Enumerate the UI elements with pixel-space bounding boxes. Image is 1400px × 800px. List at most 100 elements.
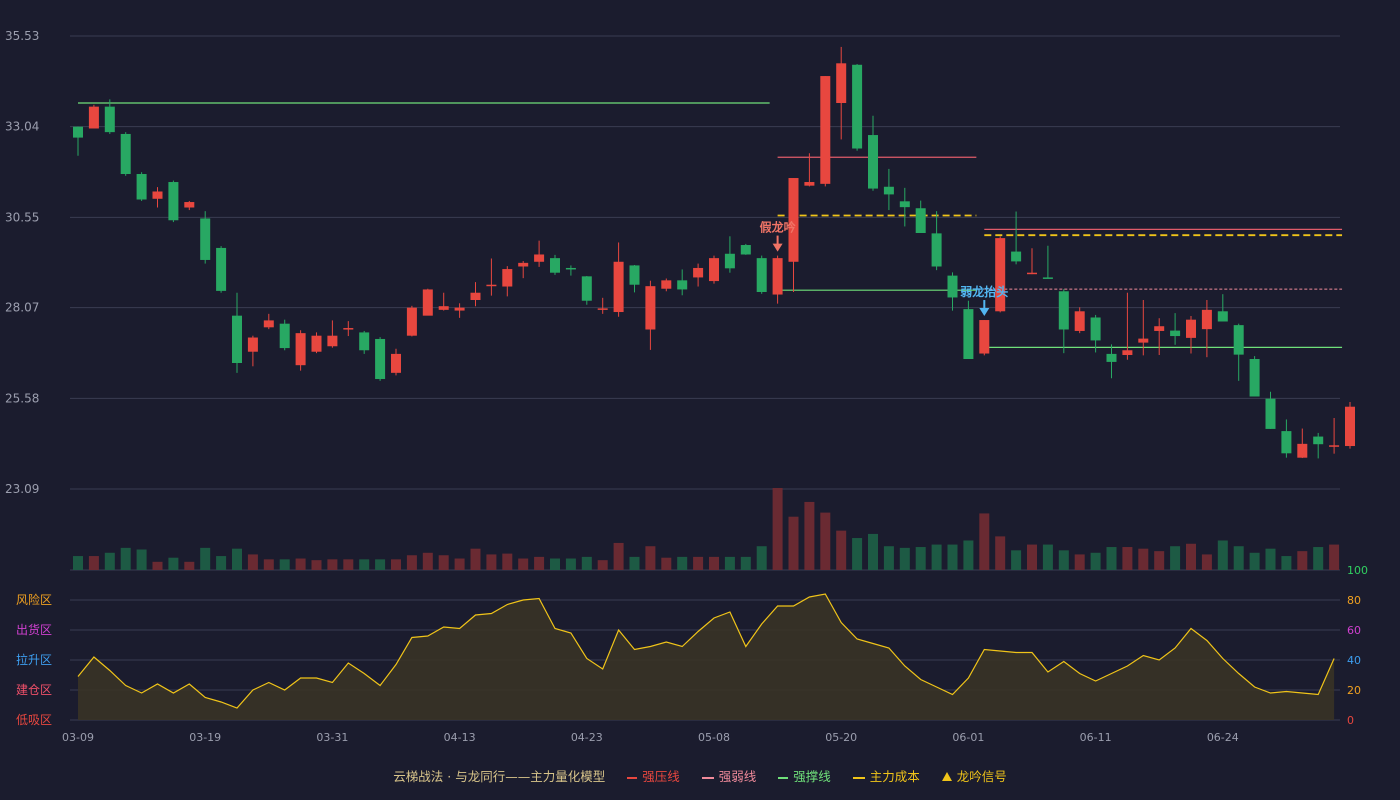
volume-bar [1281, 556, 1292, 570]
signal-label: 假龙吟 [760, 220, 796, 235]
volume-bar [1106, 547, 1117, 570]
candle-body [868, 135, 878, 189]
volume-bar [629, 556, 640, 570]
price-tick-label: 28.07 [5, 301, 39, 315]
price-tick-label: 25.58 [5, 391, 39, 405]
volume-bar [279, 559, 290, 570]
candle-body [724, 253, 735, 269]
legend-item-resist[interactable]: 强压线 [627, 766, 680, 785]
legend-swatch-signal [941, 772, 952, 781]
candle-body [1217, 311, 1228, 322]
candle-body [1249, 358, 1260, 397]
candle-body [1042, 277, 1053, 279]
x-tick-label: 06-24 [1207, 731, 1239, 744]
osc-tick-label: 0 [1347, 714, 1354, 727]
signal-arrow-head [979, 308, 990, 317]
volume-bar [1233, 546, 1244, 570]
x-tick-label: 05-08 [698, 731, 730, 744]
signal-arrow-head [772, 243, 783, 252]
legend-label-support: 强撑线 [793, 769, 831, 784]
candle-body [645, 286, 656, 330]
volume-bar [1011, 550, 1022, 570]
candle-body [1186, 319, 1196, 338]
volume-bar [343, 559, 354, 570]
candle-body [184, 202, 195, 208]
x-tick-label: 04-23 [571, 731, 603, 744]
candle-body [73, 126, 83, 138]
x-tick-label: 06-11 [1080, 731, 1112, 744]
volume-bar [788, 516, 799, 570]
volume-bar [1170, 546, 1181, 570]
candle-body [613, 261, 624, 313]
candle-body [979, 320, 990, 354]
legend-swatch-weak [701, 776, 714, 779]
volume-bar [1027, 544, 1037, 570]
osc-zone-label: 低吸区 [16, 713, 52, 727]
candle-body [820, 76, 831, 184]
volume-bar [1249, 552, 1260, 570]
volume-bar [391, 559, 401, 570]
candle-body [343, 328, 354, 330]
osc-tick-label: 80 [1347, 594, 1361, 607]
candle-body [200, 218, 211, 260]
candle-body [915, 208, 926, 234]
volume-bar [184, 561, 195, 570]
volume-bars [73, 488, 1340, 570]
volume-bar [168, 557, 179, 570]
legend-item-cost[interactable]: 主力成本 [852, 766, 920, 785]
volume-bar [772, 488, 783, 570]
candle-body [88, 106, 99, 129]
volume-bar [709, 556, 719, 570]
volume-bar [995, 536, 1006, 570]
candle-body [502, 269, 513, 287]
osc-tick-label: 60 [1347, 624, 1361, 637]
volume-bar [359, 559, 370, 570]
legend-swatch-resist [627, 776, 638, 779]
legend-item-weak[interactable]: 强弱线 [701, 766, 757, 785]
volume-bar [534, 556, 545, 570]
candle-body [931, 233, 942, 267]
x-tick-label: 04-13 [444, 731, 476, 744]
volume-bar [597, 560, 608, 570]
candle-body [216, 247, 227, 291]
x-tick-label: 05-20 [825, 731, 857, 744]
volume-bar [247, 554, 258, 570]
volume-bar [263, 559, 274, 570]
candle-body [168, 182, 179, 221]
volume-bar [104, 552, 115, 570]
candle-body [947, 275, 958, 298]
volume-bar [327, 559, 338, 570]
candle-body [1265, 398, 1276, 429]
volume-bar [581, 556, 592, 570]
volume-bar [73, 556, 83, 570]
volume-bar [1138, 548, 1149, 570]
osc-tick-label: 20 [1347, 684, 1361, 697]
candle-body [1329, 445, 1340, 447]
volume-bar [1329, 544, 1340, 570]
legend-item-signal[interactable]: 龙吟信号 [941, 766, 1007, 785]
legend-item-support[interactable]: 强撑线 [778, 766, 831, 785]
volume-bar [1265, 548, 1276, 570]
candle-body [995, 238, 1006, 312]
volume-bar [1201, 554, 1212, 570]
candle-body [1154, 326, 1165, 331]
candle-body [565, 267, 576, 270]
candle-body [375, 338, 386, 380]
price-tick-label: 35.53 [5, 29, 39, 43]
volume-bar [836, 530, 847, 570]
candle-body [311, 335, 322, 352]
volume-bar [295, 558, 306, 570]
osc-zone-label: 建仓区 [16, 683, 52, 697]
volume-bar [136, 549, 147, 570]
price-tick-label: 23.09 [5, 482, 39, 496]
candle-body [550, 258, 560, 273]
price-tick-label: 33.04 [5, 120, 39, 134]
candle-body [597, 308, 608, 310]
volume-bar [963, 540, 974, 570]
volume-bar [1074, 554, 1085, 570]
legend-label-signal: 龙吟信号 [956, 769, 1007, 784]
legend-label-weak: 强弱线 [718, 769, 757, 784]
volume-bar [120, 547, 131, 570]
volume-bar [852, 538, 863, 570]
